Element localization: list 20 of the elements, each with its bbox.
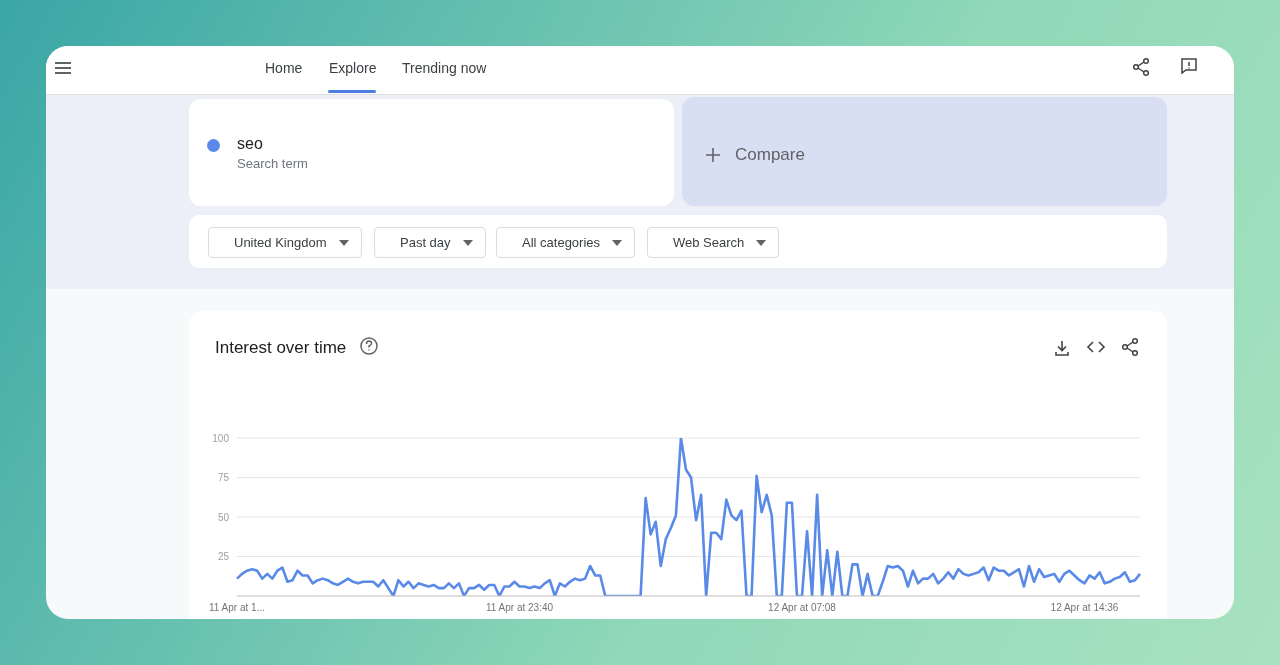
text: Home	[265, 60, 303, 76]
text: Search term	[237, 156, 308, 171]
x-tick-label: 11 Apr at 1...	[209, 602, 265, 614]
text: Trending now	[402, 60, 487, 76]
y-tick-label: 25	[217, 551, 230, 563]
text: Past day	[400, 235, 451, 250]
legend-label: seo	[237, 135, 263, 153]
chart-title: Interest over time	[215, 338, 347, 358]
y-tick-label: 75	[217, 472, 230, 484]
x-tick-label: 11 Apr at 23:40	[485, 602, 554, 614]
y-tick-label: 50	[217, 511, 230, 523]
text: United Kingdom	[234, 235, 327, 250]
x-tick-label: 12 Apr at 14:36	[1050, 602, 1119, 614]
line-series	[235, 438, 1142, 596]
text: All categories	[522, 235, 601, 250]
text: Compare	[735, 145, 805, 165]
text: Web Search	[673, 235, 745, 250]
text: Explore	[329, 60, 377, 76]
x-tick-label: 12 Apr at 07:08	[768, 602, 837, 614]
y-tick-label: 100	[212, 432, 230, 444]
